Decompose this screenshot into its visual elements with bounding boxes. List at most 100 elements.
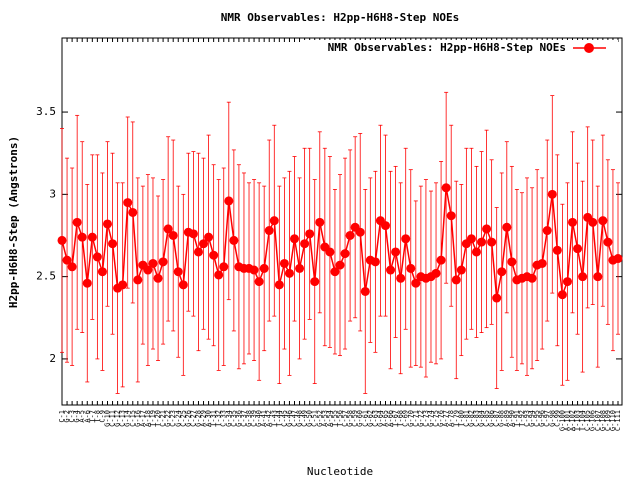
- data-point: [269, 216, 279, 226]
- x-tick-label: G-108: [599, 410, 607, 431]
- x-tick-label: C-59: [351, 410, 359, 427]
- x-tick-label: C-107: [594, 410, 602, 431]
- x-tick-label: T-92: [518, 410, 526, 427]
- x-tick-label: C-105: [584, 410, 592, 431]
- x-axis-label: Nucleotide: [307, 465, 373, 478]
- x-tick-label: G-16: [134, 410, 142, 427]
- data-point: [466, 234, 476, 244]
- x-tick-label: T-56: [336, 410, 344, 427]
- data-point: [487, 237, 497, 247]
- data-point: [482, 224, 492, 234]
- x-tick-label: T-68: [397, 410, 405, 427]
- x-tick-label: C-93: [523, 410, 531, 427]
- data-point: [158, 257, 168, 267]
- data-point: [568, 217, 578, 227]
- x-tick-label: C-49: [301, 410, 309, 427]
- data-point: [456, 265, 466, 275]
- x-tick-label: A-41: [260, 410, 268, 427]
- data-point: [431, 268, 441, 278]
- data-point: [492, 293, 502, 303]
- x-tick-label: C-97: [543, 410, 551, 427]
- x-tick-label: C-21: [159, 410, 167, 427]
- data-point: [102, 219, 112, 229]
- x-tick-label: C-57: [341, 410, 349, 427]
- y-tick-label: 2: [49, 352, 56, 365]
- x-tick-label: T-44: [275, 410, 283, 427]
- data-point: [188, 229, 198, 239]
- x-tick-label: T-80: [457, 410, 465, 427]
- x-tick-label: A-54: [326, 410, 334, 427]
- data-point: [72, 217, 82, 227]
- x-tick-label: G-38: [245, 410, 253, 427]
- x-tick-label: G-110: [609, 410, 617, 431]
- data-point: [411, 278, 421, 288]
- x-tick-label: C-111: [614, 410, 622, 431]
- x-tick-label: G-62: [366, 410, 374, 427]
- x-tick-label: G-76: [437, 410, 445, 427]
- x-tick-label: C-1: [58, 410, 66, 423]
- data-point: [290, 234, 300, 244]
- x-tick-label: C-61: [361, 410, 369, 427]
- x-tick-label: A-65: [381, 410, 389, 427]
- data-point: [441, 183, 451, 193]
- data-point: [355, 227, 365, 237]
- data-point: [315, 217, 325, 227]
- data-point: [552, 245, 562, 255]
- data-point: [335, 260, 345, 270]
- data-point: [199, 239, 209, 249]
- legend-label: NMR Observables: H2pp-H6H8-Step NOEs: [328, 41, 566, 54]
- x-tick-label: G-64: [376, 410, 384, 427]
- x-tick-label: G-98: [548, 410, 556, 427]
- data-point: [295, 263, 305, 273]
- x-tick-label: G-50: [306, 410, 314, 427]
- x-tick-label: C-3: [68, 410, 76, 423]
- data-point: [77, 232, 87, 242]
- data-point: [325, 247, 335, 257]
- x-tick-label: G-48: [296, 410, 304, 427]
- x-tick-label: T-67: [392, 410, 400, 427]
- x-tick-label: C-71: [412, 410, 420, 427]
- data-point: [284, 268, 294, 278]
- x-tick-label: T-19: [149, 410, 157, 427]
- x-tick-label: A-77: [442, 410, 450, 427]
- data-point: [380, 221, 390, 231]
- data-point: [259, 263, 269, 273]
- x-tick-label: C-75: [432, 410, 440, 427]
- data-point: [178, 280, 188, 290]
- data-point: [219, 262, 229, 272]
- x-tick-label: G-24: [174, 410, 182, 427]
- data-point: [143, 265, 153, 275]
- data-point: [593, 272, 603, 282]
- x-tick-label: A-5: [78, 410, 86, 423]
- y-tick-label: 2.5: [36, 270, 56, 283]
- x-tick-label: C-9: [98, 410, 106, 423]
- data-point: [557, 290, 567, 300]
- x-tick-label: G-88: [498, 410, 506, 427]
- x-tick-label: A-18: [144, 410, 152, 427]
- x-tick-label: A-53: [321, 410, 329, 427]
- x-tick-label: T-79: [452, 410, 460, 427]
- data-point: [92, 252, 102, 262]
- data-point: [168, 230, 178, 240]
- x-tick-label: T-103: [574, 410, 582, 431]
- legend-bg: [300, 40, 618, 56]
- data-point: [396, 273, 406, 283]
- data-point: [603, 237, 613, 247]
- data-point: [502, 222, 512, 232]
- data-point: [87, 232, 97, 242]
- x-tick-label: A-6: [83, 410, 91, 423]
- x-tick-label: G-58: [346, 410, 354, 427]
- data-point: [471, 247, 481, 257]
- x-tick-label: G-72: [417, 410, 425, 427]
- x-tick-label: A-101: [563, 410, 571, 431]
- data-point: [254, 277, 264, 287]
- x-tick-label: A-90: [508, 410, 516, 427]
- x-tick-label: A-102: [569, 410, 577, 431]
- x-tick-label: C-109: [604, 410, 612, 431]
- x-tick-label: G-22: [164, 410, 172, 427]
- data-point: [249, 265, 259, 275]
- x-tick-label: G-2: [63, 410, 71, 423]
- data-point: [613, 254, 623, 264]
- x-tick-label: G-96: [538, 410, 546, 427]
- x-tick-label: C-33: [220, 410, 228, 427]
